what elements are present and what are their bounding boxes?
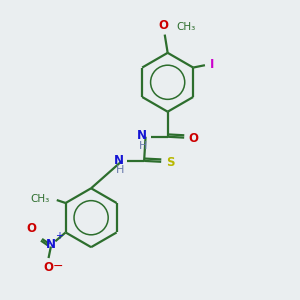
Text: CH₃: CH₃ — [176, 22, 195, 32]
Text: N: N — [114, 154, 124, 166]
Text: N: N — [46, 238, 56, 251]
Text: H: H — [116, 165, 124, 175]
Text: +: + — [55, 231, 63, 241]
Text: CH₃: CH₃ — [30, 194, 50, 204]
Text: H: H — [139, 141, 147, 151]
Text: S: S — [166, 156, 174, 169]
Text: N: N — [137, 129, 147, 142]
Text: −: − — [53, 260, 64, 273]
Text: O: O — [158, 19, 168, 32]
Text: O: O — [44, 261, 53, 274]
Text: O: O — [26, 222, 37, 235]
Text: I: I — [210, 58, 214, 70]
Text: O: O — [189, 132, 199, 145]
